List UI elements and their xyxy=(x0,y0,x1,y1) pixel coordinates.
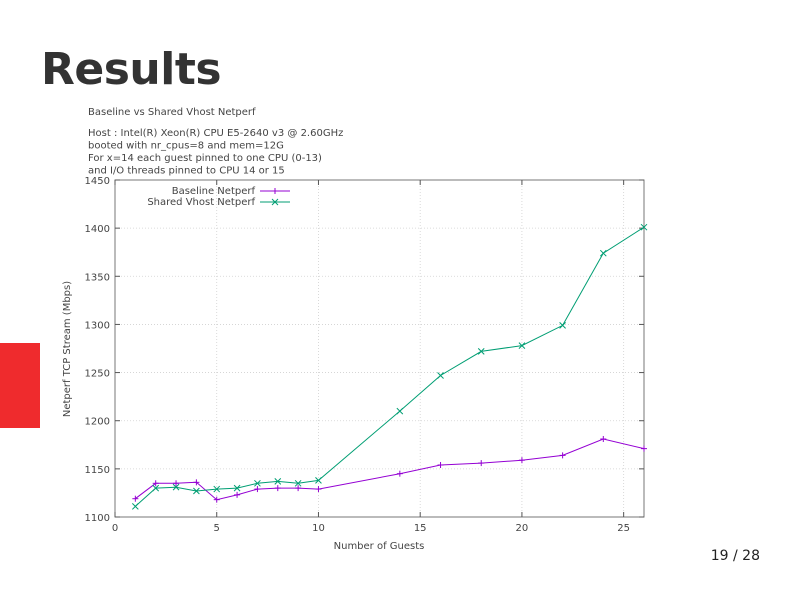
x-tick-label: 25 xyxy=(617,523,630,534)
y-tick-label: 1400 xyxy=(85,224,110,235)
chart-axes: 0 5 10 15 20 25 1100 1150 1200 1250 1300 1350 1400 14… xyxy=(85,176,645,534)
slide-title: Results xyxy=(41,44,222,95)
chart-series xyxy=(131,223,648,510)
y-tick-label: 1300 xyxy=(85,320,110,331)
accent-bar xyxy=(0,343,40,428)
y-tick-label: 1150 xyxy=(85,465,110,476)
x-tick-label: 5 xyxy=(214,523,220,534)
y-tick-label: 1250 xyxy=(85,369,110,380)
chart-subtitle-line: Host : Intel(R) Xeon(R) CPU E5-2640 v3 @… xyxy=(88,128,343,139)
series-baseline-netperf xyxy=(132,436,647,503)
chart-subtitle-line: booted with nr_cpus=8 and mem=12G xyxy=(88,141,284,152)
x-tick-label: 0 xyxy=(112,523,118,534)
legend-label: Shared Vhost Netperf xyxy=(147,197,255,208)
series-shared-vhost-netperf xyxy=(131,223,648,510)
x-axis-label: Number of Guests xyxy=(334,541,425,552)
y-tick-label: 1450 xyxy=(85,176,110,187)
x-tick-label: 15 xyxy=(414,523,427,534)
y-tick-label: 1100 xyxy=(85,513,110,524)
chart-subtitle: Host : Intel(R) Xeon(R) CPU E5-2640 v3 @… xyxy=(88,128,343,177)
chart-subtitle-line: For x=14 each guest pinned to one CPU (0… xyxy=(88,153,322,164)
y-tick-label: 1200 xyxy=(85,417,110,428)
legend-label: Baseline Netperf xyxy=(172,186,256,197)
y-axis-label: Netperf TCP Stream (Mbps) xyxy=(62,281,73,417)
chart-subtitle-line: and I/O threads pinned to CPU 14 or 15 xyxy=(88,166,285,177)
chart-title: Baseline vs Shared Vhost Netperf xyxy=(88,107,256,118)
chart-grid xyxy=(115,180,644,517)
x-tick-label: 10 xyxy=(312,523,325,534)
page-number: 19 / 28 xyxy=(710,548,760,564)
x-tick-label: 20 xyxy=(516,523,529,534)
y-tick-label: 1350 xyxy=(85,272,110,283)
